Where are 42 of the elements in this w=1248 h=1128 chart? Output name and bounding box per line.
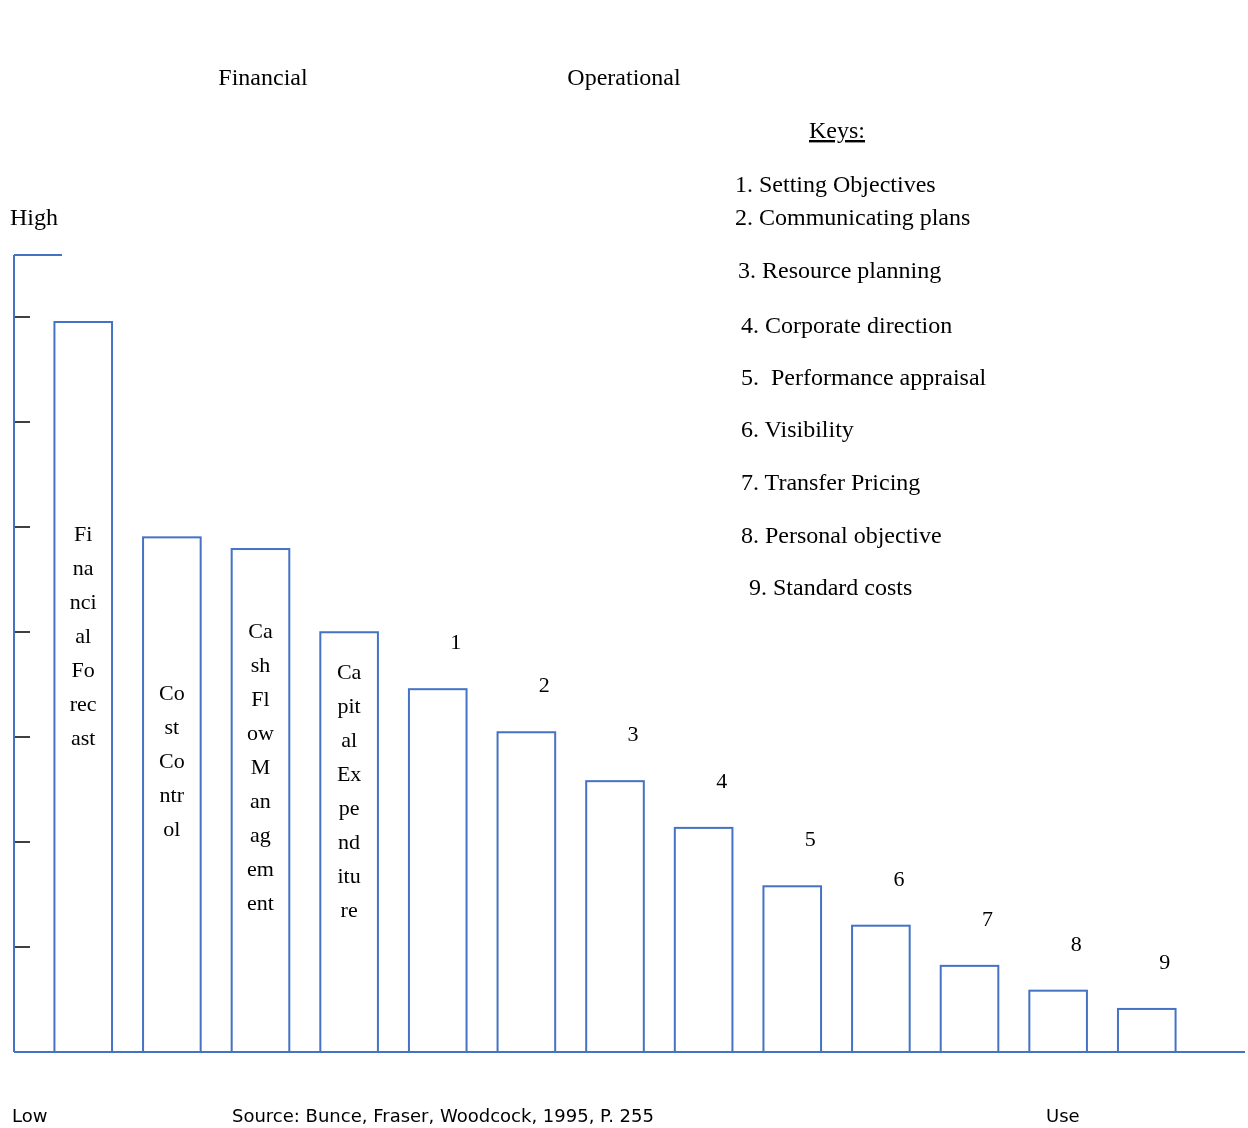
x-tick-label: 6 xyxy=(893,865,905,891)
x-axis-title: Use xyxy=(1046,1105,1080,1126)
text: High xyxy=(10,204,58,230)
text: 2. Communicating plans xyxy=(735,204,971,230)
annotation: 8. Personal objective xyxy=(741,522,942,548)
text: Low xyxy=(12,1105,48,1126)
annotation: 6. Visibility xyxy=(741,416,854,442)
bar xyxy=(142,536,202,1053)
bar xyxy=(407,688,468,1053)
x-tick-label: 5 xyxy=(804,826,816,852)
x-tick-label: Capital Expenditure xyxy=(335,658,363,925)
bar xyxy=(585,780,645,1053)
x-tick-label: Cost Control xyxy=(158,678,186,843)
bar xyxy=(1028,989,1088,1053)
x-tick-label: 9 xyxy=(1159,948,1171,974)
x-tick-label: 3 xyxy=(627,721,639,747)
bar xyxy=(851,924,911,1053)
text: 1. Setting Objectives xyxy=(735,171,936,197)
bar xyxy=(230,548,291,1053)
x-tick-label: 8 xyxy=(1070,930,1082,956)
annotation: 9. Standard costs xyxy=(749,574,913,600)
source-note: Source: Bunce, Fraser, Woodcock, 1995, P. 255 xyxy=(232,1105,654,1126)
bar xyxy=(319,631,379,1053)
annotation: 7. Transfer Pricing xyxy=(741,469,921,495)
bar xyxy=(762,885,823,1053)
bar xyxy=(53,321,114,1053)
annotation: 5. Performance appraisal xyxy=(741,364,987,390)
legend-title: Keys: xyxy=(809,117,865,143)
text: Financial xyxy=(218,64,308,90)
text: Operational xyxy=(567,64,681,90)
annotation: 4. Corporate direction xyxy=(741,312,953,338)
x-tick-label: 7 xyxy=(982,905,994,931)
bar xyxy=(1116,1007,1177,1053)
x-tick-label: 1 xyxy=(450,629,462,655)
category-label: Cash Flow Management xyxy=(247,617,274,915)
bar xyxy=(496,731,557,1053)
text: 3. Resource planning xyxy=(738,257,942,283)
x-tick-label: Financial Forecast xyxy=(69,520,98,752)
x-tick-label: 4 xyxy=(716,767,728,793)
bar xyxy=(673,826,734,1053)
bar xyxy=(939,964,1000,1053)
x-tick-label: 2 xyxy=(538,672,550,698)
